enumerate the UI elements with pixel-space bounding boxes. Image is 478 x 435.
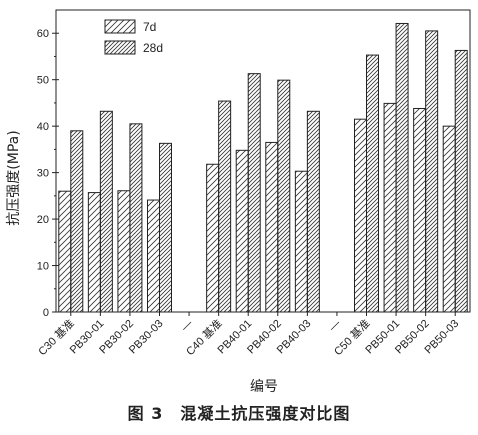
bar-28d-3 <box>159 142 172 313</box>
bar-28d-8 <box>306 110 320 313</box>
bar-7d-6 <box>235 149 249 313</box>
bar-7d-5 <box>206 163 220 313</box>
bar-28d-2 <box>129 123 143 313</box>
bar-28d-13 <box>454 49 468 313</box>
bar-7d-3 <box>147 199 160 313</box>
bar-28d-6 <box>247 73 261 313</box>
y-tick-label: 20 <box>37 214 49 226</box>
y-tick-label: 60 <box>37 28 49 40</box>
bar-7d-1 <box>87 192 101 313</box>
bar-28d-12 <box>425 30 439 313</box>
bar-7d-2 <box>117 190 131 313</box>
legend-swatch-28d <box>104 40 136 55</box>
plot-frame <box>55 9 471 313</box>
bar-28d-10 <box>366 54 379 313</box>
bar-28d-11 <box>395 22 409 313</box>
y-tick-label: 40 <box>37 121 49 133</box>
x-tick-label: — <box>327 318 343 334</box>
bar-7d-11 <box>383 102 397 313</box>
figure-caption: 图 3 混凝土抗压强度对比图 <box>127 404 351 423</box>
bar-28d-0 <box>70 130 84 313</box>
bar-7d-12 <box>413 107 427 313</box>
bar-7d-7 <box>265 141 279 313</box>
x-axis-label: 编号 <box>250 379 278 395</box>
bar-7d-13 <box>442 125 456 313</box>
bar-7d-0 <box>58 190 72 313</box>
bar-28d-7 <box>277 79 291 313</box>
bar-28d-5 <box>218 100 232 313</box>
y-tick-label: 50 <box>37 75 49 87</box>
bar-7d-10 <box>354 118 367 313</box>
y-tick-label: 0 <box>43 307 49 319</box>
y-axis-label: 抗压强度(MPa) <box>6 130 22 225</box>
legend-swatch-7d <box>104 19 136 34</box>
y-tick-label: 10 <box>37 261 49 273</box>
legend-label-7d: 7d <box>143 20 156 34</box>
legend-label-28d: 28d <box>143 41 163 55</box>
bar-28d-1 <box>99 110 113 313</box>
x-tick-label: — <box>179 318 195 334</box>
bar-7d-8 <box>294 170 308 313</box>
y-tick-label: 30 <box>37 168 49 180</box>
